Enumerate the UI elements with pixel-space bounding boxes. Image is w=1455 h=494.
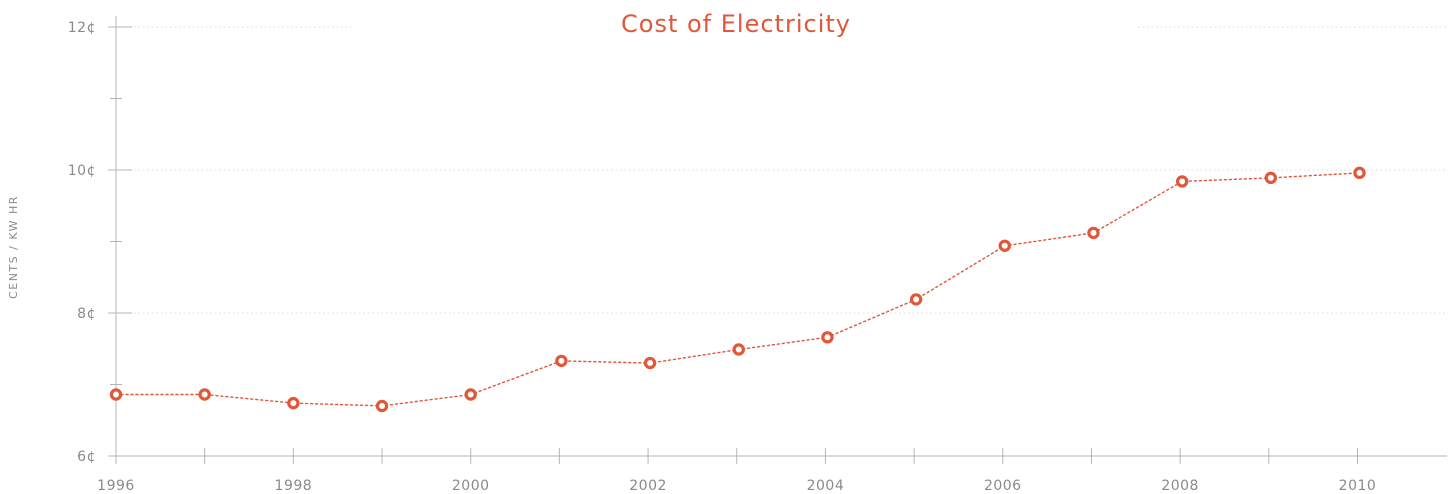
x-tick-label: 2004: [807, 478, 845, 494]
data-point: [287, 396, 300, 410]
data-point: [1175, 175, 1189, 188]
y-tick-label: 10¢: [68, 163, 96, 179]
tick-labels: 6¢ 8¢ 10¢ 12¢ 1996 1998 2000 2002 2004 2006 2008 20…: [68, 20, 1377, 494]
data-point: [198, 388, 211, 401]
x-tick-label: 1998: [275, 478, 313, 494]
data-point: [998, 239, 1011, 252]
data-point: [1264, 171, 1278, 185]
data-point: [109, 388, 123, 401]
x-tick-label: 2002: [629, 478, 667, 494]
data-point: [1087, 226, 1100, 240]
chart-title: Cost of Electricity: [621, 10, 851, 38]
y-tick-label: 8¢: [77, 306, 96, 322]
x-tick-label: 1996: [97, 478, 135, 494]
grid-lines: [134, 26, 1447, 314]
data-point: [375, 399, 389, 413]
x-tick-label: 2000: [452, 478, 490, 494]
y-tick-label: 12¢: [68, 20, 96, 36]
y-tick-label: 6¢: [77, 449, 96, 465]
x-tick-label: 2006: [984, 478, 1022, 494]
data-point: [555, 354, 568, 368]
data-point: [732, 343, 745, 356]
axes: [108, 16, 1447, 464]
data-point: [1353, 166, 1366, 180]
data-point: [643, 356, 657, 370]
data-point: [464, 388, 477, 401]
data-series: [109, 166, 1366, 413]
series-line: [115, 172, 1361, 407]
x-tick-label: 2008: [1161, 478, 1199, 494]
data-point: [821, 331, 834, 344]
data-point: [909, 293, 923, 306]
x-tick-label: 2010: [1339, 478, 1377, 494]
y-axis-title: CENTS / KW HR: [7, 195, 20, 299]
